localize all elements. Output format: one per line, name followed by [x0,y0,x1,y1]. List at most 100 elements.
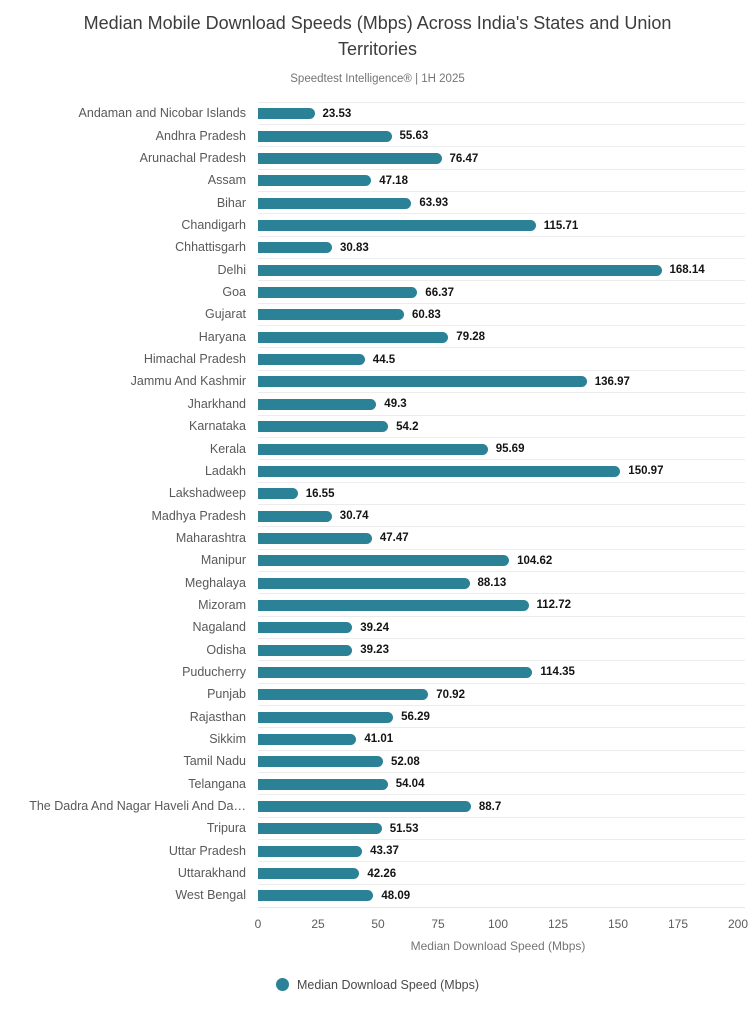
chart-row: Odisha 39.23 [0,637,755,660]
bar-track: 168.14 [258,258,745,281]
bar[interactable] [258,488,298,500]
bar[interactable] [258,890,374,902]
bar[interactable] [258,644,353,656]
bar-value-label: 48.09 [381,889,411,902]
bar-value-label: 51.53 [389,822,419,835]
category-label: Haryana [198,329,246,344]
bar[interactable] [258,153,442,165]
bar[interactable] [258,331,449,343]
category-label: Karnataka [189,419,246,434]
chart-row: Kerala 95.69 [0,436,755,459]
bar[interactable] [258,242,332,254]
chart-row: Delhi 168.14 [0,258,755,281]
bar[interactable] [258,510,332,522]
bar[interactable] [258,108,315,120]
category-label: Manipur [200,553,246,568]
bar-value-label: 39.24 [360,621,389,634]
bar-track: 54.2 [258,414,745,438]
chart-row: Manipur 104.62 [0,548,755,572]
bar-track: 49.3 [258,392,745,415]
category-label: Andaman and Nicobar Islands [78,106,246,121]
bar-value-label: 30.74 [339,510,369,523]
bar-track: 30.83 [258,235,745,259]
chart-row: Puducherry 114.35 [0,660,755,683]
bar-value-label: 49.3 [384,398,407,411]
bar-track: 16.55 [258,481,745,505]
bar[interactable] [258,823,382,835]
bar[interactable] [258,465,621,477]
chart-row: Rajasthan 56.29 [0,704,755,727]
category-label: Lakshadweep [168,486,246,501]
chart-row: Karnataka 54.2 [0,414,755,438]
bar[interactable] [258,197,412,209]
chart-row: West Bengal 48.09 [0,883,755,906]
chart-row: Arunachal Pradesh 76.47 [0,146,755,169]
bar[interactable] [258,845,363,857]
bar-value-label: 52.08 [391,755,420,768]
bar[interactable] [258,287,418,299]
chart-subtitle: Speedtest Intelligence® | 1H 2025 [290,73,465,86]
bar[interactable] [258,532,372,544]
category-label: Tamil Nadu [183,754,246,769]
bar[interactable] [258,555,510,567]
bar[interactable] [258,689,429,701]
x-axis-tick-label: 125 [547,916,569,931]
bar-value-label: 47.18 [379,174,408,187]
bar[interactable] [258,801,471,813]
bar[interactable] [258,220,536,232]
bar-value-label: 150.97 [628,465,664,478]
chart-row: Assam 47.18 [0,168,755,191]
bar[interactable] [258,175,372,187]
category-label: Ladakh [204,463,246,478]
bar[interactable] [258,622,353,634]
chart-row: Jharkhand 49.3 [0,392,755,415]
bar-track: 60.83 [258,302,745,326]
x-axis-tick-label: 200 [727,916,749,931]
legend-item[interactable]: Median Download Speed (Mbps) [0,978,755,992]
bar-value-label: 63.93 [419,197,449,210]
bar[interactable] [258,711,394,723]
category-label: Tripura [206,821,246,836]
bar-track: 104.62 [258,548,745,572]
bar-value-label: 42.26 [367,867,397,880]
bar[interactable] [258,599,529,611]
bar[interactable] [258,577,470,589]
bar[interactable] [258,733,357,745]
bar[interactable] [258,398,377,410]
category-label: Delhi [217,262,247,277]
bar-value-label: 43.37 [370,845,399,858]
chart-row: Maharashtra 47.47 [0,526,755,549]
bar[interactable] [258,130,392,142]
bar-track: 63.93 [258,191,745,214]
bar-value-label: 76.47 [449,152,479,165]
bar-track: 44.5 [258,347,745,370]
category-label: Jharkhand [187,396,246,411]
bar[interactable] [258,354,365,366]
chart-row: Telangana 54.04 [0,772,755,795]
bar[interactable] [258,666,533,678]
bar[interactable] [258,376,587,388]
bar[interactable] [258,868,360,880]
chart-row: Uttar Pradesh 43.37 [0,839,755,862]
bar-track: 51.53 [258,816,745,840]
bar[interactable] [258,443,488,455]
category-label: Odisha [206,642,246,657]
bar-track: 88.7 [258,794,745,817]
bar-value-label: 54.2 [396,420,419,433]
bar-value-label: 104.62 [517,554,553,567]
bar[interactable] [258,421,389,433]
category-label: Bihar [216,195,246,210]
category-label: Madhya Pradesh [151,508,246,523]
bar[interactable] [258,309,404,321]
bar[interactable] [258,756,383,768]
bar-track: 70.92 [258,682,745,706]
bar[interactable] [258,778,388,790]
chart-row: Mizoram 112.72 [0,593,755,616]
bar-value-label: 88.13 [477,577,507,590]
category-label: Sikkim [209,731,246,746]
bar-track: 54.04 [258,772,745,795]
category-label: Meghalaya [184,575,246,590]
category-label: Kerala [209,441,246,456]
bar[interactable] [258,264,662,276]
chart-row: Tamil Nadu 52.08 [0,749,755,772]
